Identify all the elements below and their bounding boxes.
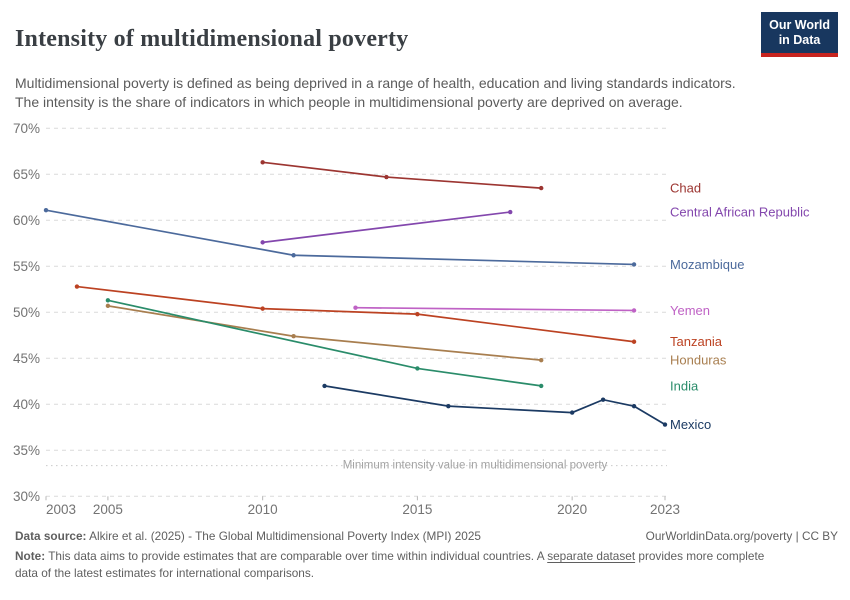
data-point-mexico[interactable] (662, 422, 668, 427)
data-point-yemen[interactable] (631, 308, 637, 313)
data-point-mexico[interactable] (600, 397, 606, 402)
series-label-tanzania[interactable]: Tanzania (670, 334, 723, 349)
note-text-2: provides more complete data of the lates… (15, 549, 765, 581)
x-axis-label: 2003 (46, 502, 76, 517)
data-point-chad[interactable] (384, 174, 389, 180)
series-label-mexico[interactable]: Mexico (670, 417, 711, 432)
y-axis-label: 30% (13, 489, 40, 504)
series-label-yemen[interactable]: Yemen (670, 303, 710, 318)
page-title: Intensity of multidimensional poverty (15, 26, 409, 53)
y-axis-label: 55% (13, 259, 40, 274)
data-point-yemen[interactable] (353, 305, 358, 310)
series-line-mozambique[interactable] (45, 209, 635, 266)
data-point-tanzania[interactable] (631, 339, 637, 344)
series-label-mozambique[interactable]: Mozambique (670, 257, 744, 272)
data-point-honduras[interactable] (105, 303, 111, 309)
series-line-yemen[interactable] (355, 306, 635, 312)
separate-dataset-link[interactable]: separate dataset (547, 549, 636, 563)
series-label-central-african-republic[interactable]: Central African Republic (670, 205, 810, 220)
x-axis-label: 2010 (248, 502, 278, 517)
data-point-honduras[interactable] (291, 334, 296, 339)
owid-logo-line1: Our World (769, 18, 830, 32)
data-point-india[interactable] (415, 366, 420, 371)
data-source-line: Data source: Alkire et al. (2025) - The … (15, 529, 481, 543)
series-line-india[interactable] (107, 299, 542, 387)
data-point-chad[interactable] (539, 185, 544, 191)
data-point-tanzania[interactable] (415, 311, 420, 317)
data-point-mexico[interactable] (446, 403, 451, 409)
y-axis-label: 35% (13, 443, 40, 458)
data-point-mozambique[interactable] (631, 262, 637, 267)
data-point-central-african-republic[interactable] (508, 209, 513, 215)
data-point-chad[interactable] (260, 160, 265, 165)
data-point-honduras[interactable] (539, 357, 544, 363)
data-point-tanzania[interactable] (74, 284, 80, 289)
series-label-honduras[interactable]: Honduras (670, 353, 727, 368)
data-point-mexico[interactable] (631, 403, 637, 409)
data-point-tanzania[interactable] (260, 306, 265, 311)
y-axis-label: 50% (13, 305, 40, 320)
data-point-india[interactable] (539, 383, 544, 389)
minimum-intensity-label: Minimum intensity value in multidimensio… (343, 460, 608, 472)
y-axis-label: 70% (13, 121, 40, 136)
series-line-chad[interactable] (262, 161, 542, 189)
data-point-mozambique[interactable] (43, 207, 49, 213)
data-point-mozambique[interactable] (291, 253, 296, 258)
y-axis-label: 65% (13, 167, 40, 182)
data-point-mexico[interactable] (322, 383, 327, 389)
data-source-text: Alkire et al. (2025) - The Global Multid… (86, 529, 481, 543)
x-axis-label: 2023 (650, 502, 680, 517)
data-point-india[interactable] (105, 298, 111, 303)
data-source-label: Data source: (15, 529, 87, 543)
x-axis-label: 2015 (402, 502, 432, 517)
note-label: Note: (15, 549, 46, 563)
series-line-tanzania[interactable] (76, 285, 635, 343)
attribution[interactable]: OurWorldinData.org/poverty | CC BY (645, 529, 838, 543)
footer-note: Note: This data aims to provide estimate… (15, 548, 785, 582)
chart-footer: Data source: Alkire et al. (2025) - The … (15, 529, 838, 582)
y-axis-label: 60% (13, 213, 40, 228)
y-axis-label: 45% (13, 351, 40, 366)
owid-logo-line2: in Data (778, 33, 821, 47)
x-axis-label: 2005 (93, 502, 123, 517)
series-line-mexico[interactable] (324, 385, 666, 426)
series-line-central-african-republic[interactable] (262, 211, 511, 244)
y-axis-label: 40% (13, 397, 40, 412)
series-label-chad[interactable]: Chad (670, 181, 701, 196)
data-point-central-african-republic[interactable] (260, 240, 265, 245)
x-axis-label: 2020 (557, 502, 587, 517)
series-label-india[interactable]: India (670, 378, 699, 393)
data-point-mexico[interactable] (569, 410, 575, 415)
owid-logo[interactable]: Our World in Data (761, 12, 838, 57)
chart-subtitle: Multidimensional poverty is defined as b… (15, 75, 736, 111)
note-text-1: This data aims to provide estimates that… (45, 549, 548, 563)
